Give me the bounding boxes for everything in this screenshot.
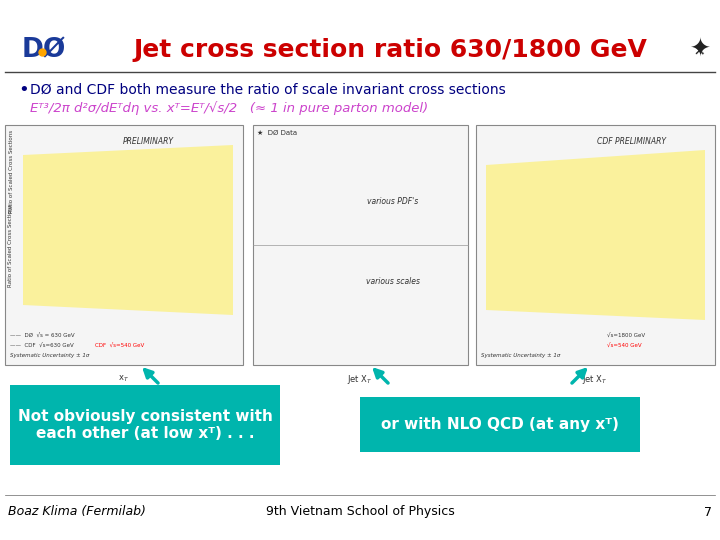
Text: ★  DØ Data: ★ DØ Data [257, 130, 297, 136]
Bar [10, 385, 280, 465]
Text: Ratio of Scaled Cross Sections: Ratio of Scaled Cross Sections [9, 204, 14, 287]
Text: •: • [18, 81, 29, 99]
Text: DØ: DØ [22, 37, 66, 63]
Text: PRELIMINARY: PRELIMINARY [122, 137, 174, 146]
Text: 9th Vietnam School of Physics: 9th Vietnam School of Physics [266, 505, 454, 518]
Polygon shape [486, 150, 705, 320]
Text: various PDF's: various PDF's [367, 197, 418, 206]
Text: ——  DØ  √s = 630 GeV: —— DØ √s = 630 GeV [10, 332, 75, 338]
Text: Ratio of Scaled Cross Sections: Ratio of Scaled Cross Sections [9, 130, 14, 213]
Text: Systematic Uncertainty ± 1σ: Systematic Uncertainty ± 1σ [481, 353, 560, 357]
Text: ✦: ✦ [690, 38, 711, 62]
Text: Systematic Uncertainty ± 1σ: Systematic Uncertainty ± 1σ [10, 353, 89, 357]
Text: Jet X$_T$: Jet X$_T$ [582, 373, 608, 386]
Text: various scales: various scales [366, 276, 420, 286]
Text: x$_T$: x$_T$ [119, 373, 130, 383]
Text: +: + [689, 39, 711, 61]
Text: or with NLO QCD (at any xᵀ): or with NLO QCD (at any xᵀ) [381, 417, 619, 433]
Text: √s=540 GeV: √s=540 GeV [608, 342, 642, 348]
Text: DØ and CDF both measure the ratio of scale invariant cross sections: DØ and CDF both measure the ratio of sca… [30, 83, 505, 97]
Text: Jet X$_T$: Jet X$_T$ [347, 373, 373, 386]
Text: CDF PRELIMINARY: CDF PRELIMINARY [597, 137, 666, 146]
Text: ——  CDF  √s=630 GeV: —— CDF √s=630 GeV [10, 342, 73, 348]
Text: CDF  √s=540 GeV: CDF √s=540 GeV [95, 342, 144, 348]
Text: Eᵀ³/2π d²σ/dEᵀdη vs. xᵀ=Eᵀ/√s/2   (≈ 1 in pure parton model): Eᵀ³/2π d²σ/dEᵀdη vs. xᵀ=Eᵀ/√s/2 (≈ 1 in … [30, 101, 428, 115]
Text: Boaz Klima (Fermilab): Boaz Klima (Fermilab) [8, 505, 146, 518]
Text: Jet cross section ratio 630/1800 GeV: Jet cross section ratio 630/1800 GeV [133, 38, 647, 62]
Text: √s=1800 GeV: √s=1800 GeV [608, 332, 646, 338]
Polygon shape [23, 145, 233, 315]
Bar [5, 125, 243, 365]
Text: 7: 7 [704, 505, 712, 518]
Bar [476, 125, 715, 365]
Bar [360, 397, 640, 452]
Text: Not obviously consistent with
each other (at low xᵀ) . . .: Not obviously consistent with each other… [17, 409, 272, 441]
Bar [253, 125, 468, 365]
